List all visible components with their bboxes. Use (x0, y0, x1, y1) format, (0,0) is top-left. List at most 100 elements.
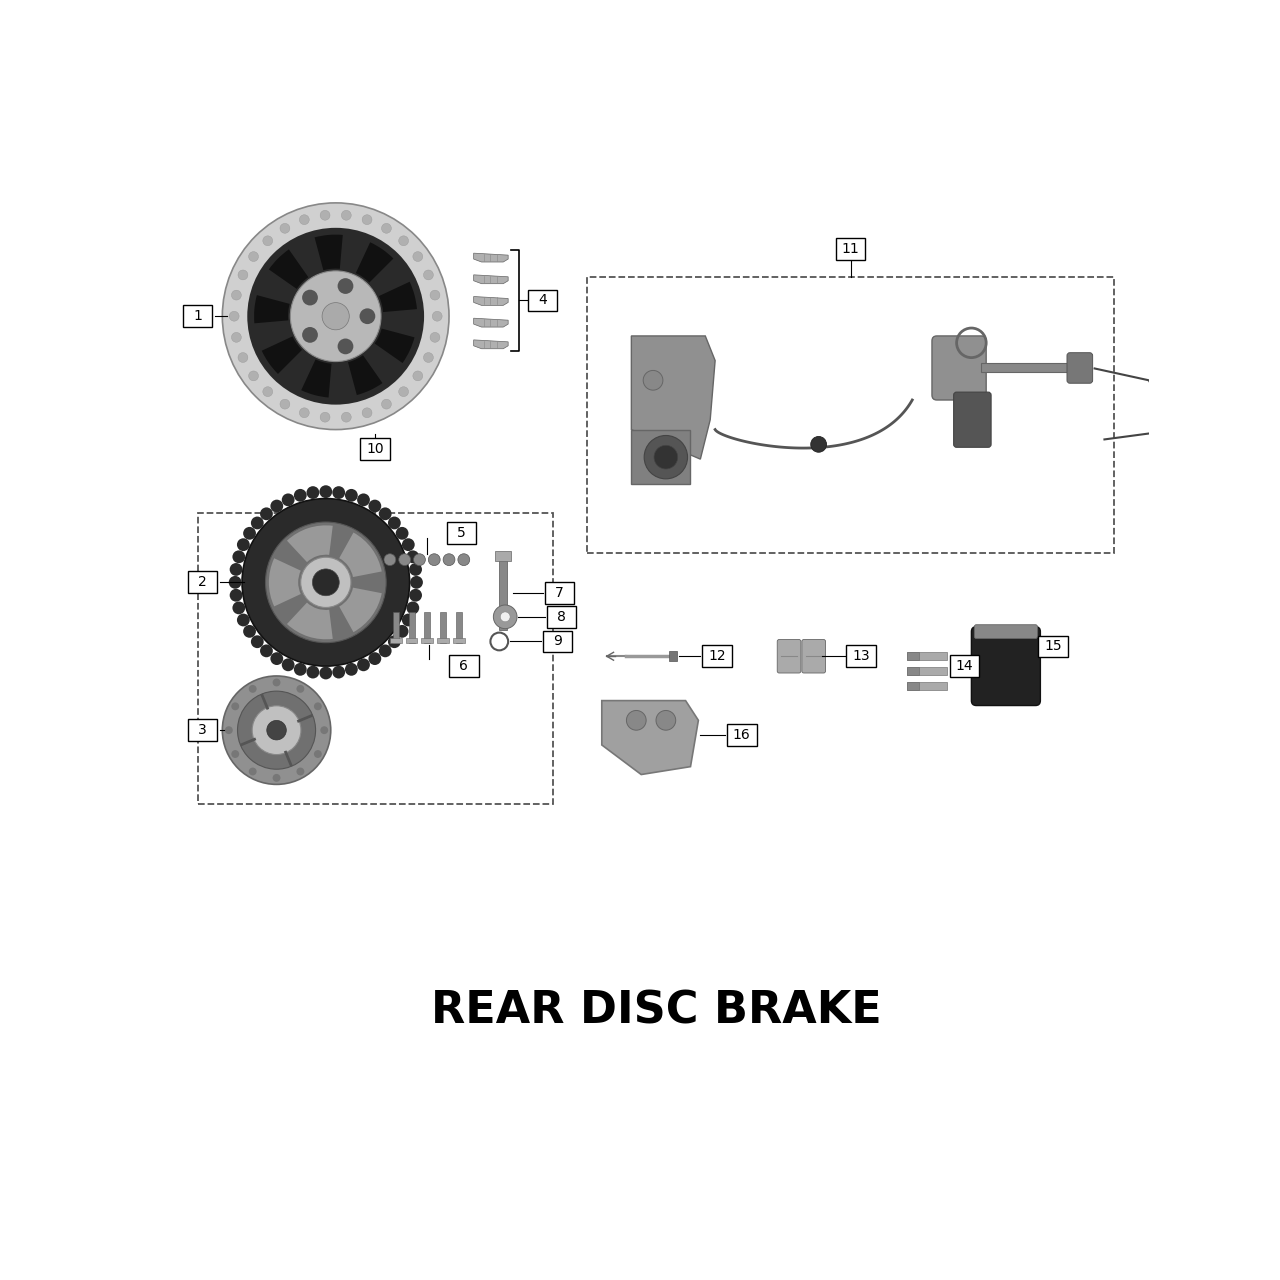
Bar (908, 667, 947, 675)
Wedge shape (379, 282, 417, 312)
Circle shape (238, 270, 248, 280)
Bar (588, 276, 1115, 553)
Circle shape (232, 291, 242, 300)
Circle shape (346, 489, 358, 502)
Wedge shape (269, 250, 308, 289)
Circle shape (251, 635, 264, 648)
Circle shape (413, 554, 425, 566)
Circle shape (493, 605, 517, 628)
Circle shape (312, 568, 339, 595)
Circle shape (500, 612, 511, 622)
Bar (390, 637, 402, 644)
Bar (499, 556, 507, 630)
Circle shape (402, 539, 415, 552)
Circle shape (369, 499, 381, 512)
FancyBboxPatch shape (777, 640, 801, 673)
FancyBboxPatch shape (1068, 353, 1093, 383)
Bar (908, 667, 919, 675)
Circle shape (338, 278, 353, 294)
Circle shape (301, 557, 351, 608)
Circle shape (320, 726, 328, 735)
Bar (406, 637, 417, 644)
Circle shape (232, 750, 239, 758)
Circle shape (410, 576, 422, 589)
Circle shape (306, 666, 319, 678)
Circle shape (346, 663, 358, 676)
Circle shape (248, 768, 256, 776)
Circle shape (280, 224, 289, 233)
FancyBboxPatch shape (727, 724, 756, 746)
Circle shape (302, 289, 317, 306)
Circle shape (243, 625, 256, 637)
Bar (393, 612, 399, 644)
Circle shape (362, 408, 372, 417)
Circle shape (381, 224, 392, 233)
Circle shape (294, 489, 307, 502)
Circle shape (381, 399, 392, 410)
FancyBboxPatch shape (449, 655, 479, 677)
Circle shape (273, 774, 280, 782)
Circle shape (237, 613, 250, 626)
Wedge shape (301, 360, 332, 398)
FancyBboxPatch shape (183, 306, 212, 328)
Circle shape (248, 252, 259, 261)
Circle shape (338, 338, 353, 355)
FancyBboxPatch shape (547, 605, 576, 627)
Circle shape (458, 554, 470, 566)
Text: 15: 15 (1044, 640, 1062, 653)
Text: 10: 10 (366, 443, 384, 456)
Bar (421, 637, 433, 644)
Wedge shape (253, 296, 289, 324)
Circle shape (357, 658, 370, 671)
Wedge shape (356, 242, 393, 283)
Bar (440, 612, 445, 644)
FancyBboxPatch shape (188, 571, 218, 593)
Circle shape (251, 517, 264, 530)
Circle shape (424, 270, 434, 280)
Circle shape (248, 685, 256, 692)
FancyBboxPatch shape (447, 522, 476, 544)
Circle shape (399, 554, 411, 566)
Circle shape (302, 326, 317, 343)
Circle shape (333, 486, 346, 499)
Text: 6: 6 (460, 659, 468, 673)
Wedge shape (261, 337, 302, 374)
Circle shape (242, 498, 410, 666)
Text: REAR DISC BRAKE: REAR DISC BRAKE (430, 989, 882, 1033)
Circle shape (644, 435, 687, 479)
Text: 9: 9 (553, 635, 562, 649)
Bar (669, 652, 677, 662)
Circle shape (810, 436, 827, 452)
Circle shape (314, 703, 321, 710)
Circle shape (626, 710, 646, 730)
Circle shape (398, 236, 408, 246)
Circle shape (398, 387, 408, 397)
Circle shape (342, 412, 351, 422)
Circle shape (291, 271, 381, 361)
Text: 1: 1 (193, 310, 202, 324)
Circle shape (260, 507, 273, 520)
Bar (408, 612, 415, 644)
Circle shape (360, 308, 375, 324)
FancyBboxPatch shape (801, 640, 826, 673)
FancyBboxPatch shape (703, 645, 732, 667)
Text: 7: 7 (556, 586, 563, 600)
Circle shape (266, 721, 287, 740)
Circle shape (243, 527, 256, 540)
Circle shape (396, 625, 408, 637)
Circle shape (297, 685, 305, 692)
Circle shape (229, 576, 242, 589)
Circle shape (379, 644, 392, 657)
Circle shape (297, 768, 305, 776)
Bar (425, 612, 430, 644)
Circle shape (320, 210, 330, 220)
Wedge shape (269, 558, 301, 607)
Polygon shape (474, 340, 508, 348)
FancyBboxPatch shape (836, 238, 865, 260)
Polygon shape (631, 430, 690, 484)
Polygon shape (474, 319, 508, 328)
Circle shape (320, 412, 330, 422)
Bar (456, 612, 462, 644)
FancyBboxPatch shape (188, 719, 218, 741)
Circle shape (407, 602, 420, 614)
